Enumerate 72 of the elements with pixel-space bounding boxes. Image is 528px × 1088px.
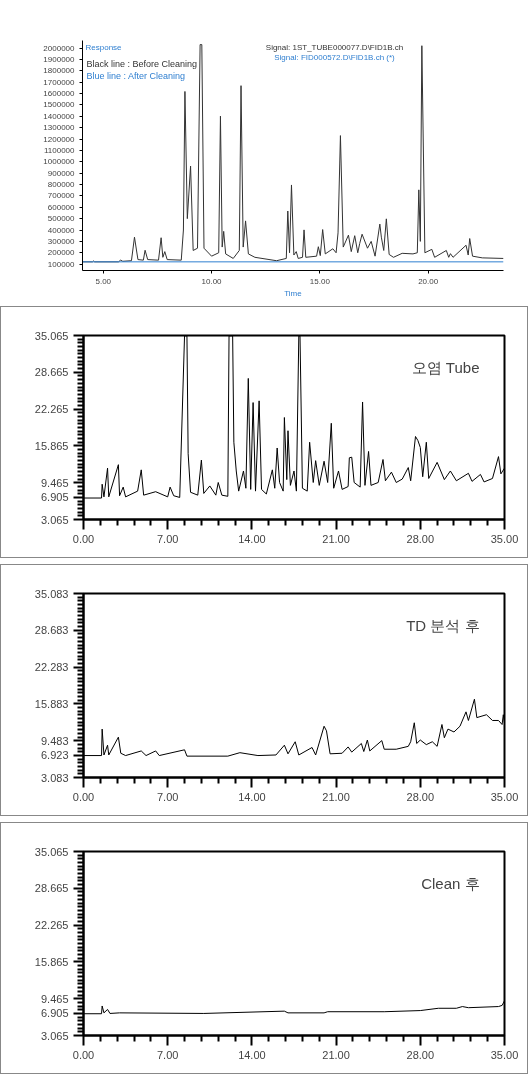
y-tick-label: 900000 [47, 168, 76, 178]
y-tick-label: 1200000 [43, 134, 76, 144]
x-tick-label: 28.00 [406, 790, 435, 803]
x-tick-label: 7.00 [157, 1048, 179, 1061]
text: TD 분석 후 [406, 616, 480, 634]
annotation: Signal: FID000572.D\FID1B.ch (*) [274, 52, 396, 62]
y-tick-label: 1100000 [43, 145, 76, 155]
y-tick-label: 1400000 [43, 111, 76, 121]
y-tick-label: 28.683 [34, 624, 69, 637]
y-tick-label: 100000 [47, 259, 76, 269]
y-tick-label: 22.283 [34, 661, 69, 674]
y-tick-label: 15.865 [34, 439, 69, 452]
y-tick-label: 6.905 [40, 491, 69, 504]
y-tick-label: 1300000 [43, 123, 76, 133]
y-tick-label: 3.065 [40, 1029, 69, 1042]
y-tick-label: 15.865 [34, 955, 69, 968]
x-tick-label: 14.00 [238, 532, 266, 545]
x-tick-label: 10.00 [201, 276, 223, 286]
text: 오염 Tube [411, 358, 480, 376]
x-tick-label: 21.00 [322, 532, 350, 545]
series-label: Black line : Before Cleaning [86, 58, 198, 69]
x-tick-label: 7.00 [157, 790, 179, 803]
y-tick-label: 28.665 [34, 366, 69, 379]
y-tick-label: 22.265 [34, 403, 69, 416]
x-tick-label: 0.00 [72, 1048, 95, 1061]
y-tick-label: 2000000 [43, 43, 76, 53]
y-tick-label: 1700000 [43, 77, 76, 87]
annotation: Signal: 1ST_TUBE000077.D\FID1B.ch [265, 42, 404, 52]
x-tick-label: 21.00 [322, 790, 350, 803]
y-tick-label: 700000 [47, 191, 76, 201]
y-tick-label: 35.083 [34, 587, 69, 600]
y-tick-label: 3.083 [40, 771, 69, 784]
y-tick-label: 500000 [47, 214, 76, 224]
x-tick-label: 35.00 [490, 1048, 519, 1061]
y-tick-label: 600000 [47, 202, 76, 212]
x-tick-label: 20.00 [418, 276, 439, 286]
x-tick-label: 35.00 [490, 790, 519, 803]
y-tick-label: 3.065 [40, 513, 69, 526]
y-tick-label: 1800000 [43, 66, 76, 76]
y-tick-label: 15.883 [34, 697, 69, 710]
y-tick-label: 200000 [47, 248, 76, 258]
y-tick-label: 28.665 [34, 882, 69, 895]
x-tick-label: 35.00 [490, 532, 519, 545]
x-tick-label: 0.00 [72, 790, 95, 803]
y-tick-label: 400000 [47, 225, 76, 235]
text: Clean 후 [421, 874, 480, 892]
x-tick-label: 7.00 [157, 532, 179, 545]
y-tick-label: 6.905 [40, 1007, 69, 1020]
y-tick-label: 9.465 [40, 476, 69, 489]
y-tick-label: 22.265 [34, 919, 69, 932]
y-axis-title: Response [85, 42, 123, 52]
x-tick-label: 15.00 [309, 276, 331, 286]
x-tick-label: 14.00 [238, 1048, 266, 1061]
y-tick-label: 1600000 [43, 89, 76, 99]
y-tick-label: 9.465 [40, 992, 69, 1005]
y-tick-label: 1000000 [43, 157, 76, 167]
x-tick-label: 14.00 [238, 790, 266, 803]
x-axis-title: Time [284, 288, 303, 298]
y-tick-label: 1900000 [43, 54, 76, 64]
y-tick-label: 300000 [47, 236, 76, 246]
x-tick-label: 28.00 [406, 532, 435, 545]
x-tick-label: 21.00 [322, 1048, 350, 1061]
x-tick-label: 5.00 [95, 276, 112, 286]
text: Blue line : After Cleaning [86, 70, 186, 81]
y-tick-label: 6.923 [40, 749, 69, 762]
x-tick-label: 28.00 [406, 1048, 435, 1061]
y-tick-label: 800000 [47, 180, 76, 190]
y-tick-label: 35.065 [34, 329, 69, 342]
y-tick-label: 35.065 [34, 845, 69, 858]
y-tick-label: 1500000 [43, 100, 76, 110]
y-tick-label: 9.483 [40, 734, 69, 747]
x-tick-label: 0.00 [72, 532, 95, 545]
